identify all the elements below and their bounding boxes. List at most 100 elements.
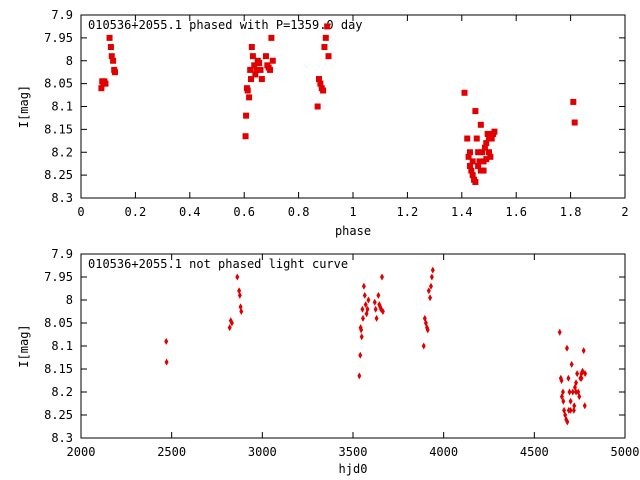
data-point (376, 291, 381, 299)
data-point (237, 291, 242, 299)
data-point (466, 149, 473, 156)
data-point (574, 379, 579, 387)
data-point (571, 119, 578, 126)
data-point (239, 308, 244, 315)
data-point (112, 69, 118, 76)
data-point (360, 305, 365, 313)
data-point (257, 66, 264, 73)
data-point (314, 103, 321, 110)
data-point (570, 388, 575, 396)
data-point (316, 76, 322, 83)
data-point (258, 76, 265, 83)
chart-title: 010536+2055.1 not phased light curve (88, 257, 348, 271)
data-point (256, 60, 263, 67)
data-point (575, 370, 580, 378)
x-tick-label: 0.2 (125, 205, 147, 219)
data-point (380, 308, 385, 315)
data-point (325, 53, 332, 60)
x-tick-label: 3500 (339, 445, 368, 459)
data-point (235, 273, 240, 281)
x-tick-label: 3000 (248, 445, 277, 459)
data-point (358, 351, 363, 359)
y-axis-label: I[mag] (17, 324, 31, 367)
y-tick-label: 8.15 (44, 362, 73, 376)
data-point (566, 374, 571, 382)
data-point (479, 149, 486, 156)
data-point (262, 53, 269, 60)
plot-frame (80, 253, 626, 439)
data-point (374, 314, 379, 322)
data-point (252, 71, 259, 78)
y-tick-label: 8.05 (44, 77, 73, 91)
data-point (475, 162, 482, 169)
x-tick-label: 0 (77, 205, 84, 219)
data-point (472, 108, 479, 115)
data-point (483, 156, 490, 163)
data-point (372, 298, 377, 306)
x-tick-label: 2500 (157, 445, 186, 459)
data-point (574, 388, 579, 396)
data-point (322, 34, 329, 41)
chart-2: 2000 2500 3000 3500 4000 4500 5000 7.9 7.95 8 8.05… (17, 247, 639, 476)
data-point (317, 80, 324, 87)
data-point (571, 406, 576, 414)
x-tick-label: 1.8 (560, 205, 582, 219)
series-1 (164, 266, 588, 426)
x-tick-label: 4000 (429, 445, 458, 459)
data-point (429, 273, 434, 281)
data-point (360, 314, 365, 322)
data-point (568, 397, 573, 405)
x-tick-label: 2 (621, 205, 628, 219)
data-point (110, 57, 117, 64)
x-tick-label: 1.2 (397, 205, 419, 219)
data-point (107, 44, 114, 51)
x-tick-label: 5000 (611, 445, 640, 459)
data-point (483, 140, 490, 147)
y-tick-label: 8.05 (44, 316, 73, 330)
data-point (570, 98, 577, 105)
data-point (476, 158, 483, 165)
data-point (486, 135, 492, 142)
data-point (469, 158, 476, 165)
data-point (380, 273, 385, 281)
data-point (164, 337, 169, 345)
y-tick-label: 8.2 (51, 385, 73, 399)
data-point (248, 76, 254, 83)
data-point (568, 406, 573, 414)
data-point (373, 305, 378, 313)
data-point (247, 66, 254, 73)
data-point (421, 342, 426, 350)
data-point (564, 344, 569, 352)
data-point (567, 388, 572, 396)
x-axis-label: hjd0 (339, 462, 368, 476)
data-point (559, 377, 564, 384)
chart-title: 010536+2055.1 phased with P=1359.0 day (88, 18, 363, 32)
data-point (477, 121, 484, 128)
chart-1: 0 0.2 0.4 0.6 0.8 1 1.2 1.4 1.6 1.8 2 7.9 7.95 8 8.05 8… (17, 8, 629, 238)
data-point (430, 266, 435, 274)
data-point (98, 85, 105, 92)
data-point (229, 319, 234, 327)
data-point (244, 87, 251, 94)
y-tick-label: 8.25 (44, 168, 73, 182)
data-point (579, 374, 584, 382)
x-tick-label: 0.8 (288, 205, 310, 219)
y-tick-label: 8.15 (44, 122, 73, 136)
data-point (428, 294, 433, 302)
data-point (572, 402, 577, 410)
data-point (361, 282, 366, 290)
data-point (324, 23, 331, 30)
data-point (472, 178, 479, 185)
data-point (362, 291, 367, 299)
y-tick-label: 7.9 (51, 8, 73, 22)
data-point (321, 44, 328, 51)
data-point (477, 167, 484, 174)
x-tick-label: 1.4 (451, 205, 473, 219)
y-tick-label: 8.2 (51, 145, 73, 159)
x-tick-label: 4500 (520, 445, 549, 459)
data-point (248, 44, 255, 51)
data-point (466, 162, 473, 169)
x-tick-label: 0.4 (179, 205, 201, 219)
